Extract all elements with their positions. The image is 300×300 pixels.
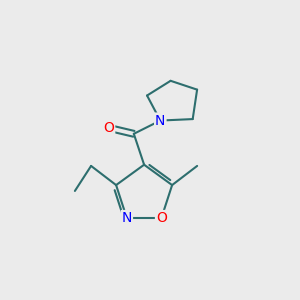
- Text: N: N: [155, 114, 166, 128]
- Text: N: N: [122, 211, 132, 225]
- Text: O: O: [103, 121, 114, 135]
- Text: O: O: [156, 211, 167, 225]
